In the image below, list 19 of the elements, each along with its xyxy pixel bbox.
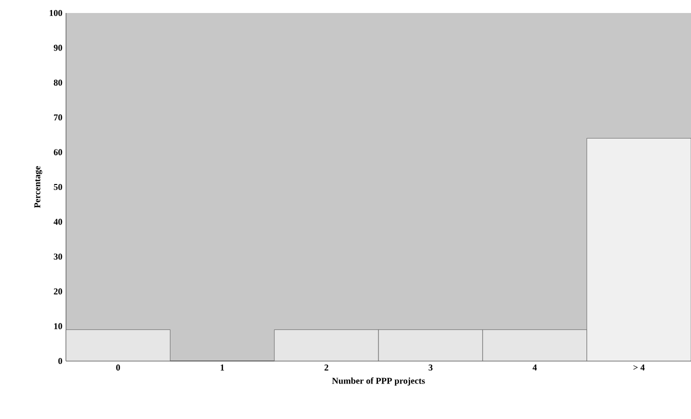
y-tick-label: 0 <box>58 358 62 364</box>
x-tick-label: 0 <box>116 364 120 371</box>
x-axis-title: Number of PPP projects <box>332 377 425 386</box>
x-tick-label: 2 <box>324 364 328 370</box>
y-tick-label: 30 <box>54 254 62 260</box>
y-tick-label: 100 <box>50 10 62 16</box>
y-tick-label: 10 <box>54 323 62 330</box>
y-axis-title: Percentage <box>34 166 42 208</box>
x-tick-label: > 4 <box>633 364 645 370</box>
y-tick-label: 50 <box>54 184 62 190</box>
y-tick-label: 90 <box>54 44 62 51</box>
x-tick-label: 3 <box>428 364 433 371</box>
y-tick-label: 70 <box>54 114 62 120</box>
y-tick-label: 40 <box>54 218 62 225</box>
x-tick-label: 4 <box>532 364 537 370</box>
y-tick-label: 20 <box>54 288 62 294</box>
x-tick-label: 1 <box>220 364 224 370</box>
y-tick-label: 60 <box>54 149 62 156</box>
y-tick-label: 80 <box>54 80 62 86</box>
